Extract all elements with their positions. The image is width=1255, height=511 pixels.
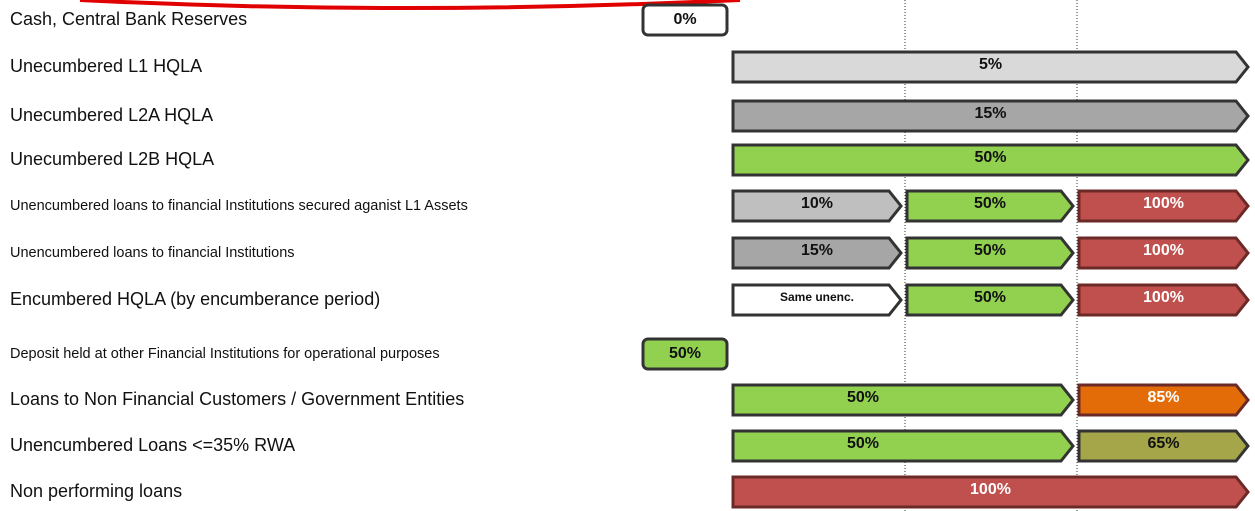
chevron xyxy=(1077,383,1250,417)
chevron-text: 100% xyxy=(1143,242,1184,259)
factor-box xyxy=(641,337,729,371)
chevron-text: 50% xyxy=(847,389,879,406)
chevron xyxy=(731,189,903,223)
chevron-text: 15% xyxy=(974,105,1006,122)
chevron xyxy=(1077,283,1250,317)
factor-text: 50% xyxy=(669,345,701,362)
chevron xyxy=(1077,429,1250,463)
row-label: Unecumbered L2B HQLA xyxy=(10,149,214,169)
chevron xyxy=(731,50,1250,84)
row-label: Deposit held at other Financial Institut… xyxy=(10,346,440,362)
chevron-text: 50% xyxy=(974,195,1006,212)
chevron-text: 65% xyxy=(1147,435,1179,452)
chevron xyxy=(731,383,1075,417)
row-label: Loans to Non Financial Customers / Gover… xyxy=(10,389,464,409)
row-label: Encumbered HQLA (by encumberance period) xyxy=(10,289,380,309)
row-label: Unecumbered L1 HQLA xyxy=(10,56,202,76)
chevron-text: 50% xyxy=(847,435,879,452)
chevron xyxy=(1077,189,1250,223)
chevron-text: 50% xyxy=(974,149,1006,166)
chevron-text: 100% xyxy=(1143,289,1184,306)
chevron xyxy=(905,283,1075,317)
chevron xyxy=(1077,236,1250,270)
chevron xyxy=(731,429,1075,463)
chevron-text: 5% xyxy=(979,56,1002,73)
chevron xyxy=(731,143,1250,177)
chevron xyxy=(731,236,903,270)
row-label: Cash, Central Bank Reserves xyxy=(10,9,247,29)
chevron xyxy=(731,99,1250,133)
chevron-text: 50% xyxy=(974,289,1006,306)
row-label: Unencumbered loans to financial Institut… xyxy=(10,245,295,261)
chevron-text: 10% xyxy=(801,195,833,212)
row-label: Unencumbered Loans <=35% RWA xyxy=(10,435,295,455)
factor-text: 0% xyxy=(673,11,696,28)
chevron-text: Same unenc. xyxy=(780,290,854,304)
red-arc xyxy=(79,0,741,10)
row-label: Non performing loans xyxy=(10,481,182,501)
chevron xyxy=(731,475,1250,509)
chevron-text: 85% xyxy=(1147,389,1179,406)
chevron xyxy=(731,283,903,317)
row-label: Unecumbered L2A HQLA xyxy=(10,105,213,125)
chevron xyxy=(905,236,1075,270)
factor-box xyxy=(641,3,729,37)
chevron-text: 15% xyxy=(801,242,833,259)
chevron-text: 100% xyxy=(1143,195,1184,212)
chevron xyxy=(905,189,1075,223)
row-label: Unencumbered loans to financial Institut… xyxy=(10,198,468,214)
chevron-text: 100% xyxy=(970,481,1011,498)
chevron-text: 50% xyxy=(974,242,1006,259)
